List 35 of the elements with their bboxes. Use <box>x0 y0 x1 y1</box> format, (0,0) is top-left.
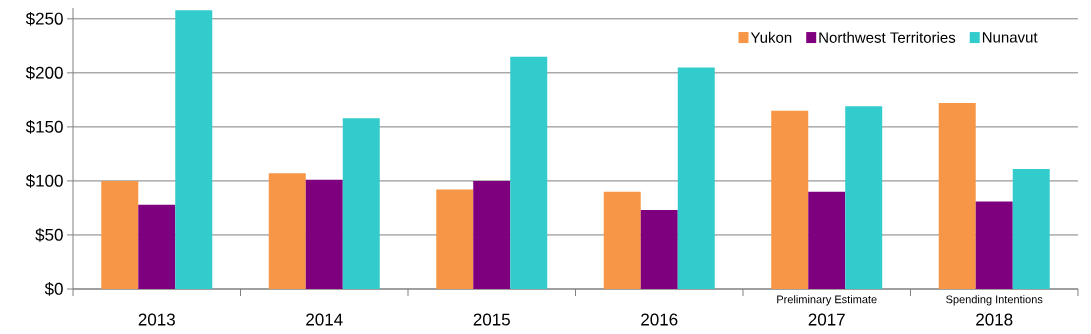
bar <box>845 106 883 289</box>
bar <box>640 210 678 289</box>
bar <box>473 180 511 289</box>
y-tick-label: $0 <box>44 282 63 296</box>
x-tick-label: 2018 <box>976 313 1013 326</box>
bar <box>677 67 715 289</box>
x-tick-label: 2017 <box>808 313 845 326</box>
x-tick-label: 2015 <box>473 313 510 326</box>
bar <box>1012 169 1050 289</box>
bar <box>603 191 641 289</box>
legend-label: Yukon <box>750 31 792 43</box>
bar <box>305 179 343 289</box>
bar <box>510 56 548 289</box>
x-tick-label: 2013 <box>138 313 175 326</box>
bar <box>101 180 139 289</box>
bar <box>771 110 809 289</box>
bar <box>268 173 306 289</box>
bar <box>938 103 976 289</box>
x-tick-label: 2014 <box>306 313 343 326</box>
y-tick-label: $50 <box>35 228 63 242</box>
y-tick-label: $100 <box>25 174 63 188</box>
bar <box>808 191 846 289</box>
text: Preliminary Estimate <box>777 295 877 306</box>
legend-label: Nunavut <box>982 32 1038 43</box>
bar <box>436 189 474 289</box>
bar <box>138 204 176 289</box>
y-tick-label: $200 <box>25 65 63 80</box>
bar <box>975 201 1013 289</box>
text: Spending Intentions <box>946 295 1043 306</box>
bar <box>342 118 380 289</box>
x-tick-label: 2016 <box>641 313 678 326</box>
y-tick-label: $150 <box>25 120 63 134</box>
y-tick-label: $250 <box>25 11 63 26</box>
bar <box>175 10 213 289</box>
legend-label: Northwest Territories <box>819 31 956 43</box>
